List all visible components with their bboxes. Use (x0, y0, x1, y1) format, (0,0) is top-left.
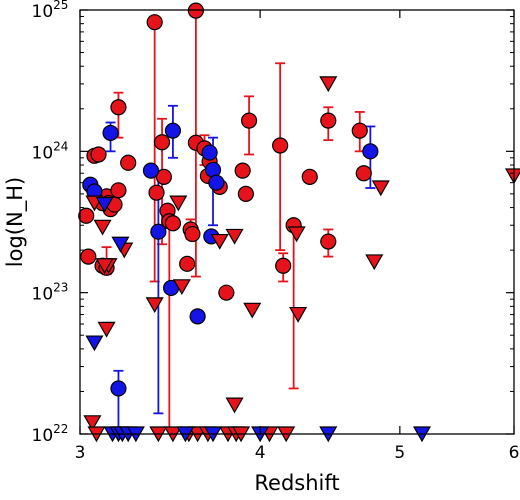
red-circle-point (320, 112, 337, 129)
x-tick-label: 4 (255, 443, 266, 463)
red-circle-point (120, 154, 137, 171)
red-circle-point (146, 14, 163, 31)
blue-upper-limit-point (111, 236, 130, 253)
red-circle-point (80, 248, 97, 265)
blue-circle-point (110, 380, 127, 397)
red-circle-point (164, 215, 182, 232)
red-circle-point (351, 122, 368, 139)
red-upper-limit-point (504, 168, 520, 185)
blue-circle-point (201, 144, 218, 161)
red-upper-limit-point (243, 302, 262, 319)
y-tick-label: 1023 (32, 281, 69, 305)
y-tick-label: 1024 (32, 139, 69, 163)
red-circle-point (218, 284, 235, 301)
red-upper-limit-point (83, 415, 102, 432)
red-circle-point (155, 168, 172, 185)
red-upper-limit-point (365, 254, 384, 271)
x-axis-label: Redshift (254, 471, 339, 495)
blue-circle-point (208, 174, 225, 191)
x-tick-label: 3 (75, 443, 86, 463)
y-tick-label-exponent: 24 (53, 139, 68, 153)
y-axis-label: log(N_H) (3, 177, 28, 267)
red-circle-point (153, 134, 171, 151)
red-upper-limit-point (97, 321, 116, 338)
red-upper-limit-point (95, 258, 114, 274)
red-circle-point (301, 168, 318, 185)
red-upper-limit-point (210, 233, 229, 250)
red-circle-point (148, 184, 165, 201)
red-upper-limit-point (287, 226, 306, 243)
red-circle-point (237, 185, 254, 202)
red-upper-limit-point (145, 297, 164, 314)
red-circle-point (320, 233, 337, 250)
red-circle-point (275, 257, 292, 274)
blue-circle-point (189, 308, 206, 325)
error-bars (101, 9, 376, 435)
y-tick-label: 1022 (32, 422, 69, 446)
y-tick-label-exponent: 23 (53, 281, 68, 295)
blue-upper-limit-point (95, 196, 114, 213)
red-upper-limit-point (319, 76, 338, 93)
blue-circle-point (142, 162, 160, 179)
red-circle-point (272, 137, 289, 154)
data-markers (78, 2, 520, 443)
red-circle-point (110, 99, 127, 116)
red-circle-point (184, 225, 201, 243)
red-circle-point (90, 146, 107, 163)
red-upper-limit-point (169, 195, 188, 212)
red-circle-point (110, 182, 127, 199)
red-upper-limit-point (225, 228, 244, 245)
red-circle-point (234, 162, 251, 179)
red-upper-limit-point (371, 180, 390, 197)
blue-circle-point (102, 124, 119, 142)
red-upper-limit-point (172, 279, 191, 296)
red-circle-point (355, 165, 372, 182)
blue-upper-limit-point (85, 335, 104, 352)
x-tick-label: 5 (394, 443, 405, 463)
x-tick-label: 6 (509, 443, 520, 463)
red-circle-point (179, 255, 196, 272)
y-tick-label: 1025 (32, 0, 69, 22)
y-tick-label-exponent: 22 (53, 422, 68, 436)
red-circle-point (78, 207, 95, 224)
red-circle-point (240, 112, 258, 129)
blue-circle-point (362, 143, 379, 160)
axis-ticks: 3 4 5 6 1022 1023 1024 1025 (32, 0, 520, 463)
red-upper-limit-point (225, 397, 244, 414)
blue-circle-point (164, 122, 182, 139)
y-tick-label-exponent: 25 (53, 0, 68, 12)
red-upper-limit-point (93, 219, 112, 236)
red-upper-limit-point (289, 306, 308, 323)
blue-circle-point (150, 223, 167, 240)
plot-frame (79, 9, 515, 435)
